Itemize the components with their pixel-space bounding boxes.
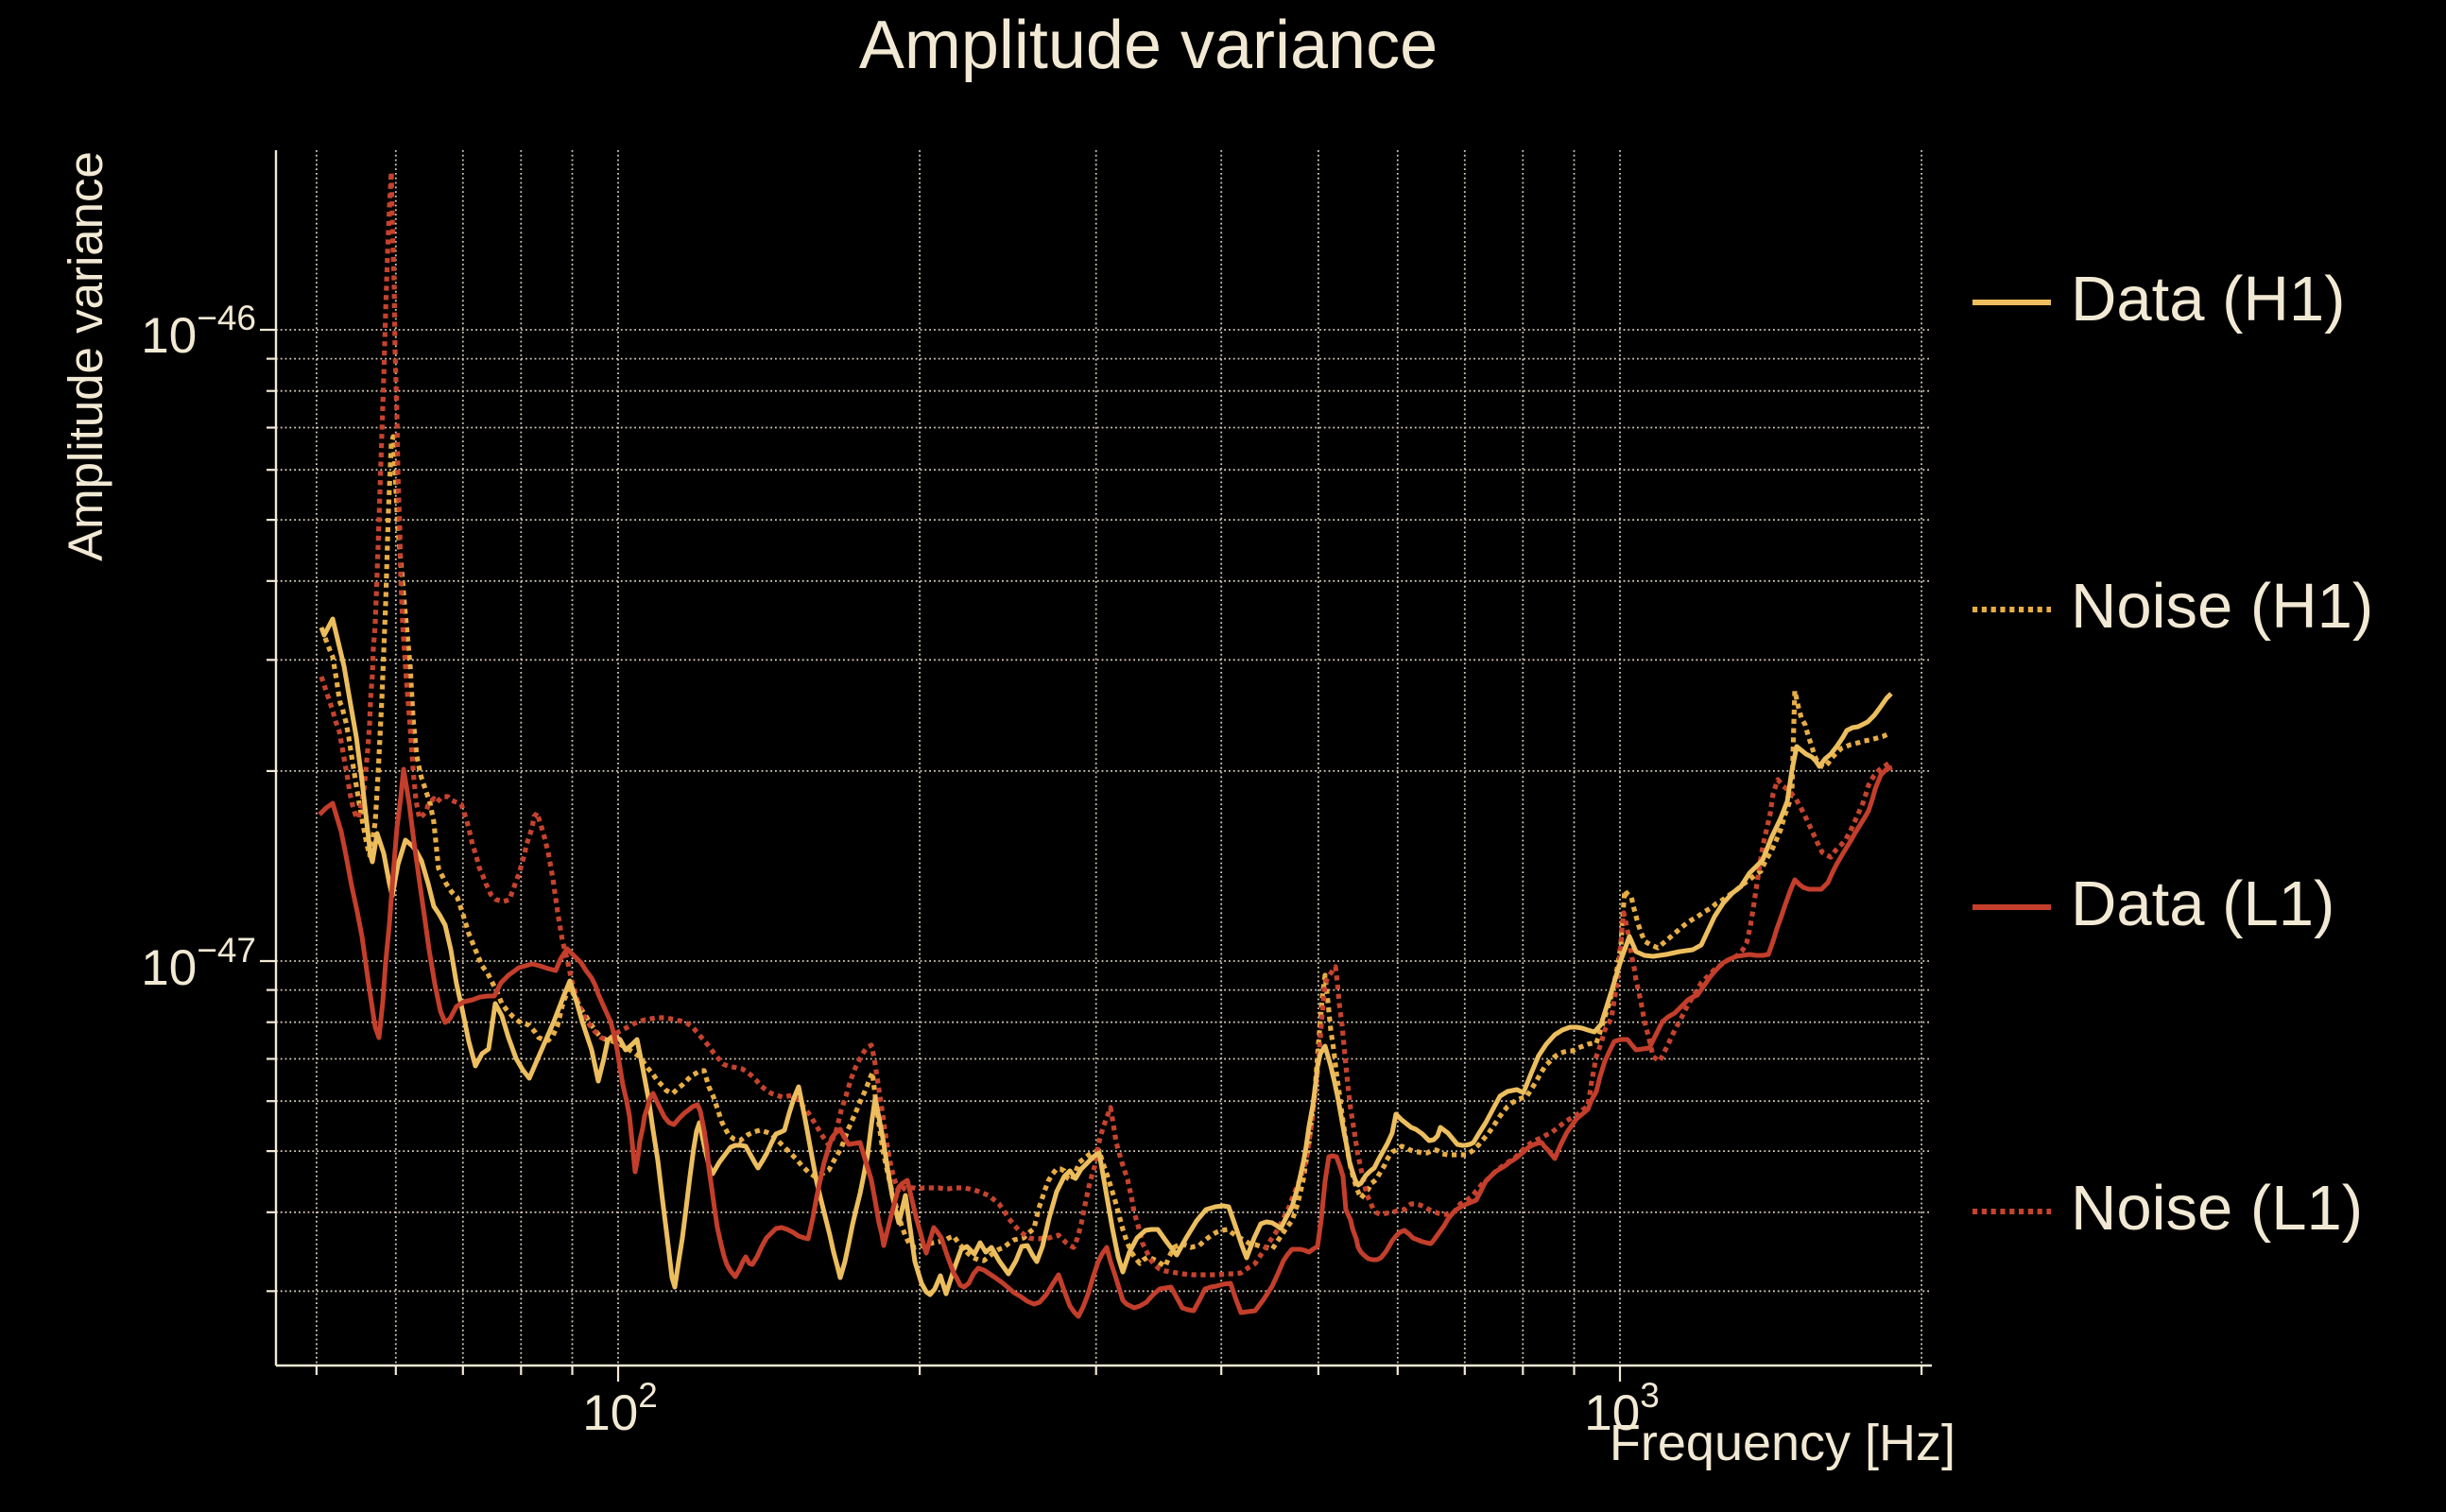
- svg-text:Data (H1): Data (H1): [2071, 264, 2345, 335]
- svg-text:Amplitude variance: Amplitude variance: [859, 8, 1438, 83]
- svg-text:Data (L1): Data (L1): [2071, 868, 2334, 939]
- svg-text:Amplitude variance: Amplitude variance: [59, 151, 112, 561]
- svg-text:Noise (L1): Noise (L1): [2071, 1173, 2363, 1244]
- svg-text:Frequency [Hz]: Frequency [Hz]: [1610, 1415, 1955, 1471]
- svg-text:Noise (H1): Noise (H1): [2071, 571, 2373, 642]
